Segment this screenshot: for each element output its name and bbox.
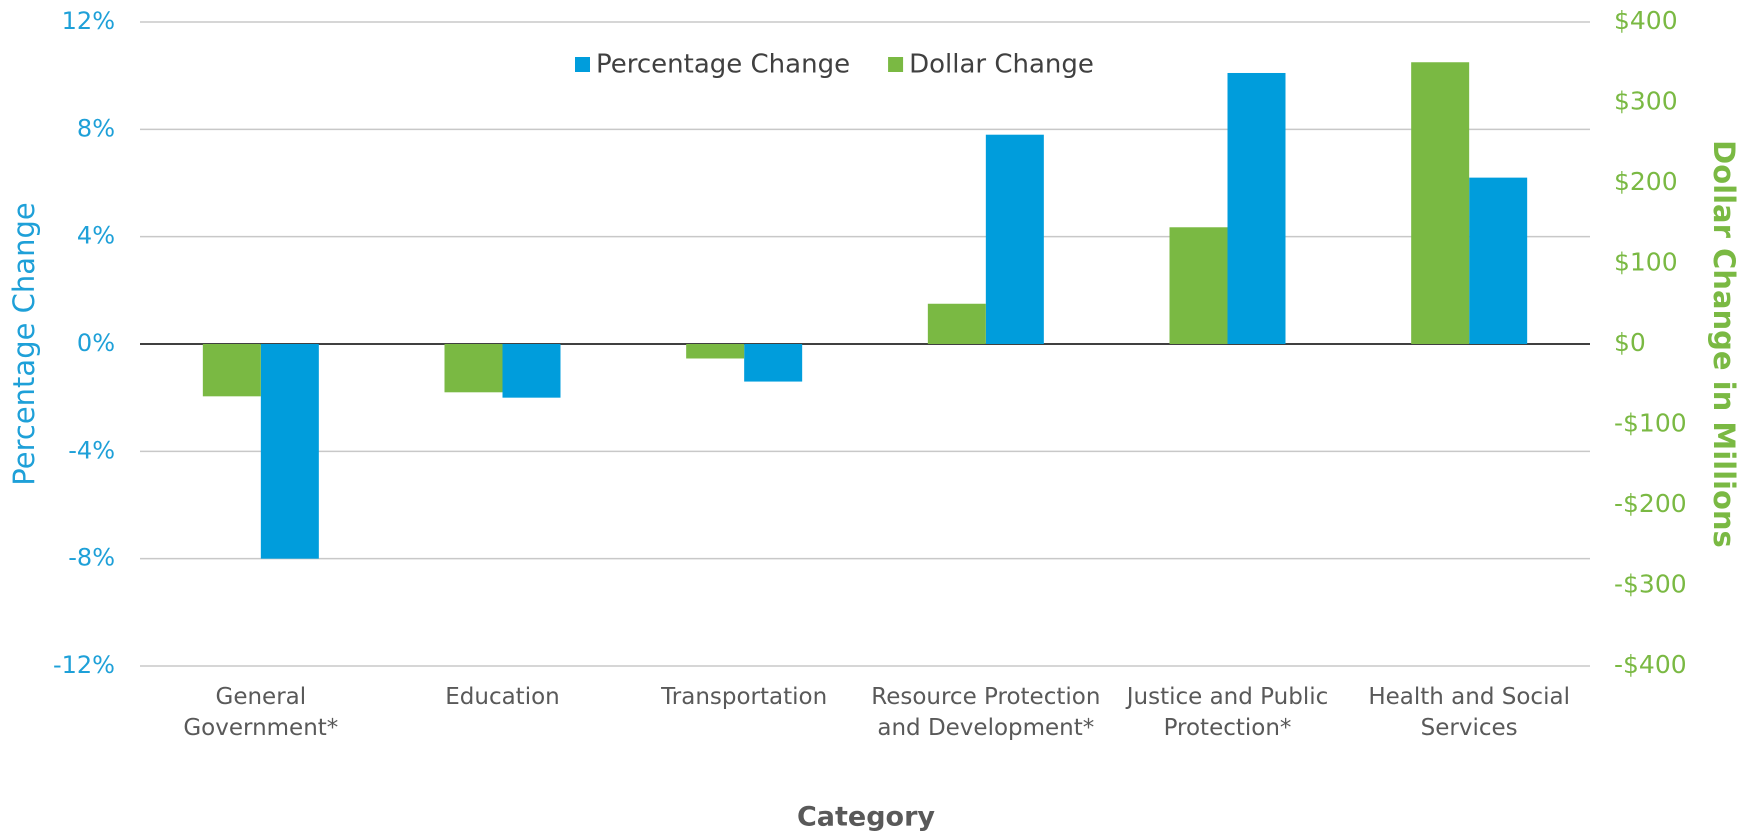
y-tick-label: 4% bbox=[77, 222, 115, 250]
bar bbox=[927, 303, 986, 344]
y2-tick-label: $300 bbox=[1614, 87, 1678, 116]
bar bbox=[444, 344, 503, 393]
bar bbox=[686, 344, 745, 359]
x-tick-label: Justice and Public Protection* bbox=[1126, 684, 1329, 741]
y2-tick-label: -$200 bbox=[1614, 489, 1687, 518]
bar bbox=[502, 344, 561, 398]
legend-label: Dollar Change bbox=[909, 50, 1094, 80]
y-tick-label: -4% bbox=[68, 436, 115, 464]
y2-tick-label: -$400 bbox=[1614, 650, 1687, 679]
y2-tick-label: $200 bbox=[1614, 167, 1678, 196]
y2-tick-label: $400 bbox=[1614, 6, 1678, 35]
legend-label: Percentage Change bbox=[596, 50, 850, 80]
bar bbox=[1469, 177, 1528, 344]
y-tick-label: 0% bbox=[77, 329, 115, 357]
y2-tick-label: -$300 bbox=[1614, 570, 1687, 599]
x-tick-label: Education bbox=[445, 684, 560, 710]
bar bbox=[202, 344, 261, 397]
y-tick-label: -8% bbox=[68, 544, 115, 572]
bar bbox=[985, 134, 1044, 344]
y-tick-label: -12% bbox=[53, 651, 115, 679]
y-axis-title: Percentage Change bbox=[7, 202, 41, 485]
x-tick-label: General Government* bbox=[183, 684, 339, 741]
legend-swatch bbox=[888, 57, 904, 72]
x-tick-label: Resource Protection and Development* bbox=[871, 684, 1101, 741]
y-tick-label: 8% bbox=[77, 114, 115, 142]
x-axis-title: Category bbox=[797, 802, 935, 833]
y2-tick-label: $100 bbox=[1614, 248, 1678, 277]
y2-tick-label: $0 bbox=[1614, 328, 1646, 357]
x-tick-label: Transportation bbox=[661, 684, 828, 710]
bar bbox=[744, 344, 803, 382]
legend-swatch bbox=[575, 57, 590, 72]
bar bbox=[1227, 72, 1286, 344]
x-tick-label: Health and Social Services bbox=[1368, 684, 1570, 741]
bar bbox=[1169, 227, 1228, 344]
bar bbox=[1411, 62, 1470, 344]
bar bbox=[260, 344, 319, 559]
y2-tick-label: -$100 bbox=[1614, 409, 1687, 438]
y-tick-label: 12% bbox=[62, 7, 115, 35]
y2-axis-title: Dollar Change in Millions bbox=[1707, 140, 1741, 548]
